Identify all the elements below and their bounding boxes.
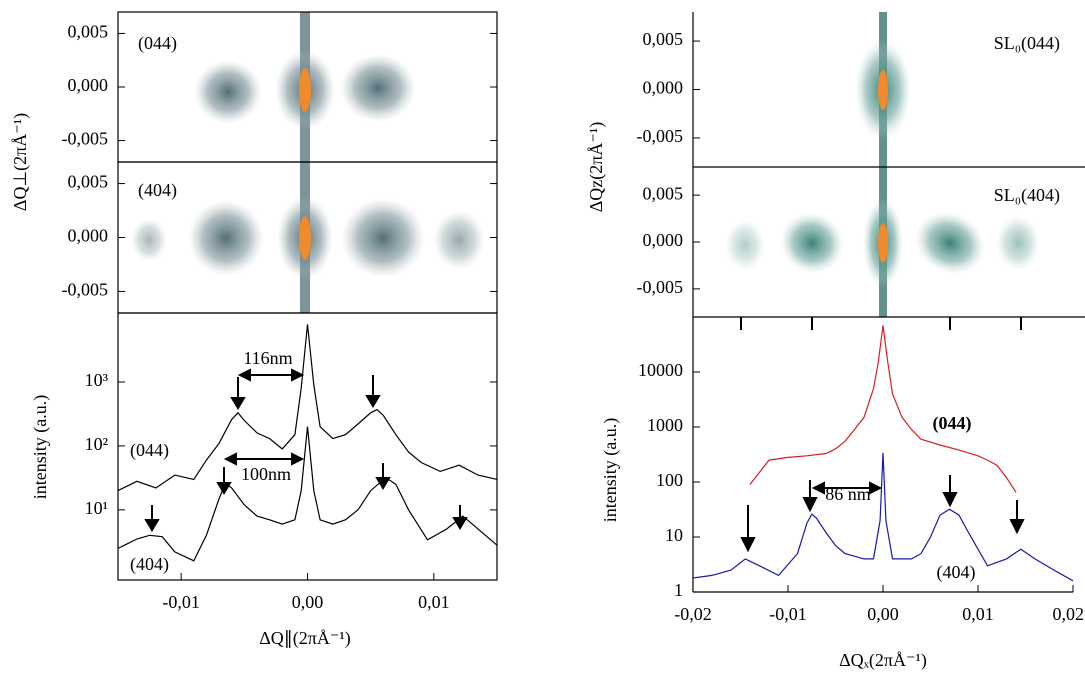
frame (117, 312, 498, 581)
y-tick-label: 0,000 (643, 78, 684, 98)
y-tick-label: 0,005 (643, 29, 684, 49)
series-line (749, 325, 1017, 493)
series-line (117, 426, 498, 562)
y-tick-label: 10² (85, 434, 108, 454)
series-label: (044) (130, 440, 169, 461)
x-tick-label: -0,01 (769, 604, 807, 624)
series-label: (404) (937, 562, 976, 583)
y-tick-label: 100 (656, 470, 683, 490)
series-label: (404) (130, 554, 169, 575)
y-tick-label: 10³ (85, 370, 109, 390)
x-tick-label: -0,01 (162, 592, 200, 612)
y-tick-label: -0,005 (62, 280, 109, 300)
annotation: 86 nm (825, 484, 871, 504)
x-tick-label: 0,01 (962, 604, 994, 624)
y-tick-label: 10 (665, 525, 683, 545)
annotation: 100nm (241, 464, 291, 484)
y-tick-label: 1000 (647, 415, 683, 435)
x-axis-label: ΔQₓ(2πÅ⁻¹) (839, 650, 927, 671)
y-tick-label: 0,000 (68, 75, 109, 95)
y-tick-label: 0,005 (68, 172, 109, 192)
y-tick-label: 10¹ (85, 498, 108, 518)
y-axis-label: intensity (a.u.) (600, 418, 621, 522)
y-tick-label: -0,005 (637, 277, 684, 297)
panel-label: SL₀(044) (994, 33, 1060, 54)
y-tick-label: 0,005 (643, 183, 684, 203)
panel-label: SL₀(404) (994, 185, 1060, 206)
x-axis-label: ΔQ∥(2πÅ⁻¹) (259, 628, 351, 649)
y-tick-label: 0,000 (68, 226, 109, 246)
series-line (692, 452, 1074, 582)
y-axis-label: intensity (a.u.) (30, 395, 51, 499)
y-tick-label: 10000 (638, 360, 683, 380)
y-tick-label: -0,005 (62, 129, 109, 149)
x-tick-label: 0,01 (418, 592, 450, 612)
y-tick-label: 0,000 (643, 230, 684, 250)
y-tick-label: -0,005 (637, 126, 684, 146)
y-tick-label: 1 (674, 580, 683, 600)
series-line (117, 324, 498, 492)
map-blobs (131, 12, 1040, 317)
x-tick-label: 0,02 (1053, 604, 1085, 624)
x-tick-label: 0,00 (867, 604, 899, 624)
x-tick-label: -0,02 (674, 604, 712, 624)
y-axis-label: ΔQz(2πÅ⁻¹) (586, 122, 607, 213)
panel-label: (044) (138, 33, 177, 54)
y-tick-label: 0,005 (68, 22, 109, 42)
panel-label: (404) (138, 180, 177, 201)
annotation: 116nm (243, 348, 292, 368)
x-tick-label: 0,00 (292, 592, 324, 612)
y-axis-label: ΔQ⊥(2πÅ⁻¹) (10, 113, 31, 211)
series-label: (044) (933, 413, 972, 434)
